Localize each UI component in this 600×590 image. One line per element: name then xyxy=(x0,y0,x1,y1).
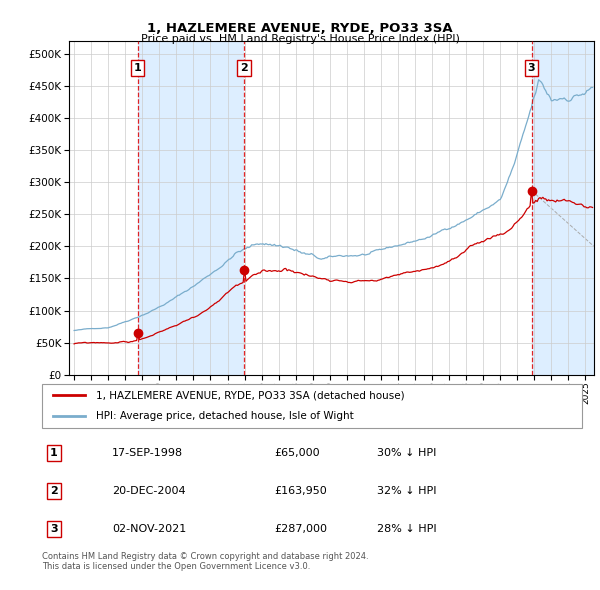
Text: 1: 1 xyxy=(134,63,142,73)
FancyBboxPatch shape xyxy=(42,384,582,428)
Text: 30% ↓ HPI: 30% ↓ HPI xyxy=(377,448,436,458)
Text: 02-NOV-2021: 02-NOV-2021 xyxy=(112,524,187,534)
Text: 1, HAZLEMERE AVENUE, RYDE, PO33 3SA: 1, HAZLEMERE AVENUE, RYDE, PO33 3SA xyxy=(147,22,453,35)
Text: £287,000: £287,000 xyxy=(274,524,327,534)
Text: 2: 2 xyxy=(240,63,248,73)
Text: HPI: Average price, detached house, Isle of Wight: HPI: Average price, detached house, Isle… xyxy=(96,411,354,421)
Text: 28% ↓ HPI: 28% ↓ HPI xyxy=(377,524,436,534)
Text: 2: 2 xyxy=(50,486,58,496)
Text: £163,950: £163,950 xyxy=(274,486,327,496)
Text: Contains HM Land Registry data © Crown copyright and database right 2024.
This d: Contains HM Land Registry data © Crown c… xyxy=(42,552,368,571)
Text: 32% ↓ HPI: 32% ↓ HPI xyxy=(377,486,436,496)
Text: 3: 3 xyxy=(50,524,58,534)
Text: 3: 3 xyxy=(528,63,535,73)
Bar xyxy=(137,41,244,375)
Text: 1, HAZLEMERE AVENUE, RYDE, PO33 3SA (detached house): 1, HAZLEMERE AVENUE, RYDE, PO33 3SA (det… xyxy=(96,391,404,401)
Text: Price paid vs. HM Land Registry's House Price Index (HPI): Price paid vs. HM Land Registry's House … xyxy=(140,34,460,44)
Text: £65,000: £65,000 xyxy=(274,448,320,458)
Text: 17-SEP-1998: 17-SEP-1998 xyxy=(112,448,184,458)
Bar xyxy=(532,41,600,375)
Text: 20-DEC-2004: 20-DEC-2004 xyxy=(112,486,186,496)
Text: 1: 1 xyxy=(50,448,58,458)
